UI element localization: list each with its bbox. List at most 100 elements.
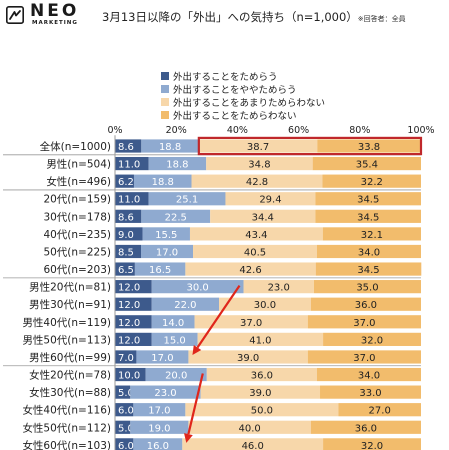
data-label: 36.0	[251, 371, 273, 382]
bar-segment	[219, 297, 311, 311]
logo-subtext: MARKETING	[32, 20, 78, 26]
data-label: 35.0	[356, 283, 378, 294]
bar-segment	[115, 403, 134, 417]
bar-segment	[151, 280, 244, 294]
category-label: 男性60代(n=99)	[29, 351, 111, 364]
bar-segment	[322, 174, 421, 188]
bar-segment	[185, 403, 339, 417]
bar-segment	[206, 367, 317, 382]
data-label: 37.0	[353, 318, 375, 329]
bar-segment	[115, 385, 131, 399]
data-label: 15.5	[155, 230, 177, 241]
bar-segment	[151, 315, 195, 329]
data-label: 5.0	[118, 388, 134, 399]
data-label: 17.0	[151, 353, 173, 364]
bar-segment	[206, 156, 313, 171]
bar-segment	[151, 332, 198, 346]
data-label: 22.0	[174, 300, 196, 311]
bar-segment	[115, 297, 152, 311]
legend-swatch	[161, 110, 169, 119]
data-label: 33.0	[359, 388, 381, 399]
title-note: ※回答者：全員	[357, 15, 406, 23]
bar-segment	[148, 192, 226, 206]
data-label: 22.5	[165, 212, 187, 223]
x-tick-label: 40%	[227, 125, 248, 136]
x-tick-label: 60%	[288, 125, 309, 136]
data-label: 30.0	[186, 283, 208, 294]
bar-segment	[315, 262, 422, 276]
bar-segment	[145, 367, 207, 382]
data-label: 34.8	[248, 160, 270, 171]
bar-segment	[191, 174, 323, 188]
data-label: 8.5	[118, 247, 134, 258]
bar-segment	[200, 385, 321, 399]
bar-segment	[115, 139, 142, 153]
category-label: 女性50代(n=112)	[22, 421, 111, 434]
category-label: 30代(n=178)	[43, 211, 111, 223]
bar-segment	[189, 227, 323, 241]
bar-segment	[316, 244, 421, 259]
data-label: 6.0	[118, 441, 134, 450]
data-label: 12.0	[118, 283, 140, 294]
bar-segment	[193, 244, 317, 259]
category-label: 全体(n=1000)	[40, 140, 111, 153]
category-label: 男性(n=504)	[46, 158, 111, 171]
trend-arrow-head	[192, 344, 202, 355]
bar-segment	[115, 420, 131, 434]
legend-item: 外出することをあまりためらわない	[161, 95, 325, 109]
data-label: 43.4	[245, 230, 267, 241]
data-label: 8.6	[118, 142, 134, 153]
bar-segment	[310, 297, 421, 311]
bar-segment	[134, 262, 186, 276]
bar-segment	[115, 332, 152, 346]
bar-segment	[115, 315, 152, 329]
data-label: 23.0	[268, 283, 290, 294]
bar-segment	[225, 192, 316, 206]
data-label: 38.7	[247, 142, 269, 153]
data-label: 19.0	[148, 423, 170, 434]
data-label: 6.2	[118, 177, 134, 188]
bar-segment	[313, 280, 421, 294]
legend-item: 外出することをややためらう	[161, 82, 325, 96]
bar-segment	[151, 297, 220, 311]
bar-segment	[317, 139, 421, 153]
data-label: 40.0	[239, 423, 261, 434]
data-label: 33.8	[358, 142, 380, 153]
data-label: 18.8	[159, 142, 181, 153]
data-label: 32.0	[361, 335, 383, 346]
bar-segment	[133, 174, 192, 188]
trend-arrow-head	[184, 433, 193, 443]
bar-segment	[136, 350, 189, 364]
bar-segment	[307, 315, 421, 329]
bar-segment	[312, 156, 421, 171]
bar-segment	[323, 332, 421, 346]
data-label: 34.5	[357, 195, 379, 206]
bar-segment	[115, 174, 134, 188]
data-label: 14.0	[162, 318, 184, 329]
bar-segment	[194, 315, 308, 329]
data-label: 42.8	[246, 177, 268, 188]
bar-segment	[141, 209, 211, 223]
bar-segment	[115, 438, 134, 450]
category-label: 女性60代(n=103)	[22, 439, 111, 450]
data-label: 18.8	[152, 177, 174, 188]
bar-segment	[188, 350, 308, 364]
bar-segment	[141, 244, 194, 259]
data-label: 34.0	[358, 247, 380, 258]
legend-label: 外出することをためらう	[173, 71, 278, 83]
category-label: 男性50代(n=113)	[22, 333, 111, 346]
bar-segment	[316, 367, 421, 382]
category-label: 男性30代(n=91)	[29, 298, 111, 311]
bar-segment	[115, 244, 142, 259]
bar-segment	[115, 209, 142, 223]
category-label: 40代(n=235)	[43, 229, 111, 241]
bar-segment	[307, 350, 421, 364]
data-label: 32.2	[361, 177, 383, 188]
data-label: 34.0	[358, 371, 380, 382]
bar-segment	[338, 403, 421, 417]
bar-segment	[197, 332, 324, 346]
data-label: 30.0	[254, 300, 276, 311]
data-label: 16.5	[149, 265, 171, 276]
category-label: 50代(n=225)	[43, 246, 111, 258]
